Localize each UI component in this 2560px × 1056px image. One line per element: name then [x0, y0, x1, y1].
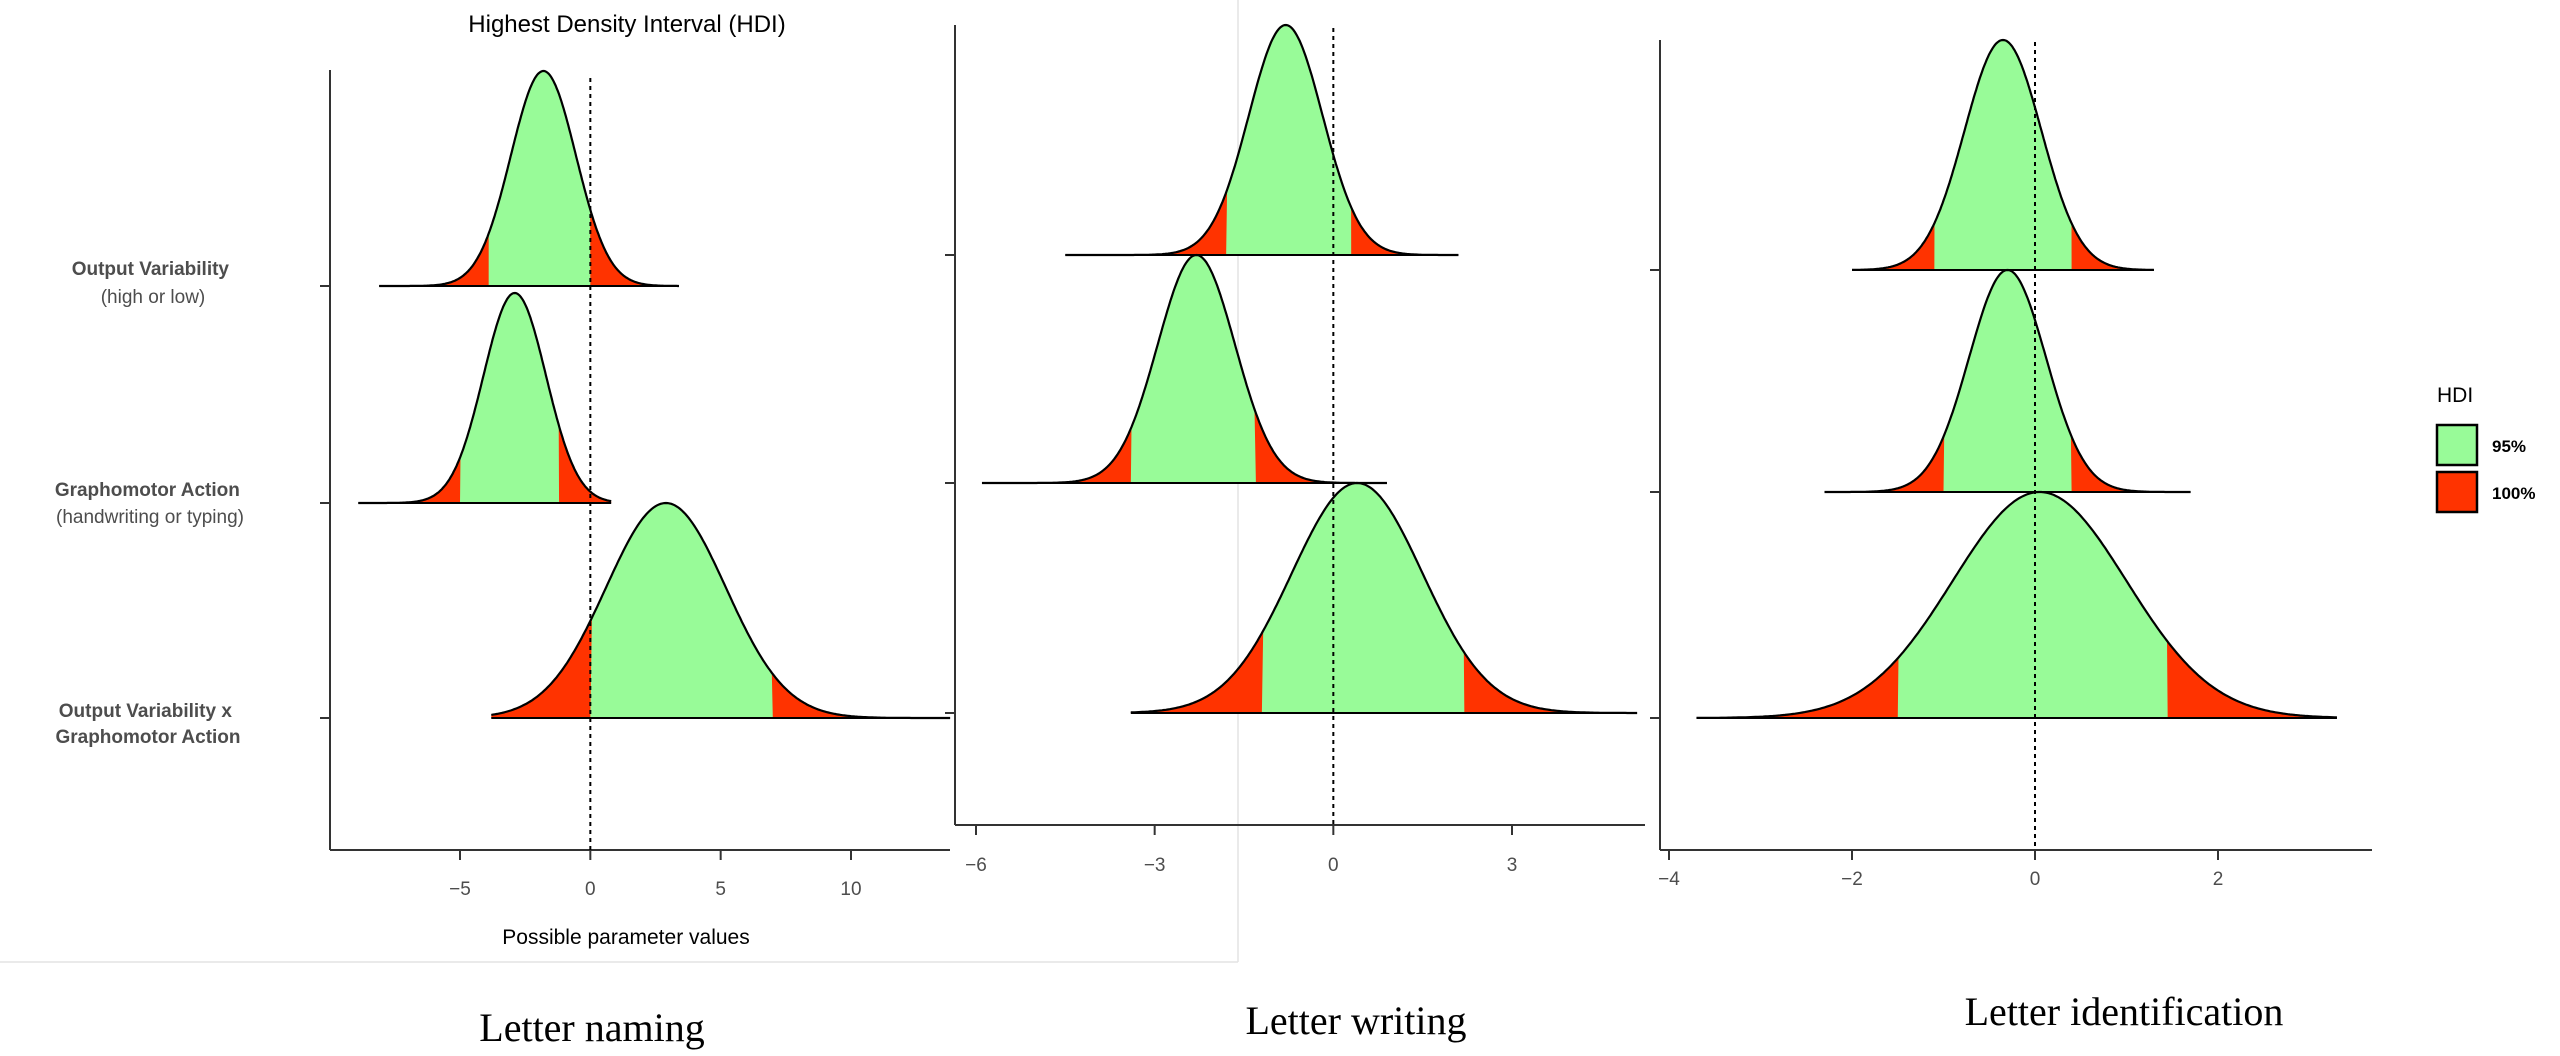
- density-95-2: [590, 503, 773, 718]
- panel-2: −4 −2 0 2: [1650, 38, 2372, 890]
- x-tick-label-1: −2: [1841, 869, 1863, 890]
- x-tick-label-2: 5: [715, 879, 726, 900]
- density-95-2: [1897, 492, 2168, 718]
- plot-title: Highest Density Interval (HDI): [468, 11, 785, 38]
- density-95-0: [1226, 25, 1352, 255]
- density-outline-0: [1852, 38, 2154, 271]
- x-tick-label-0: −5: [449, 879, 471, 900]
- density-95-1: [1943, 270, 2072, 492]
- density-outline-1: [1824, 268, 2191, 494]
- y-label-graphomotor-action-line1: Graphomotor Action: [55, 480, 240, 501]
- y-label-graphomotor-action-line2: (handwriting or typing): [56, 507, 244, 528]
- y-label-interaction: Output Variability x Graphomotor Action: [55, 701, 240, 748]
- x-tick-label-0: −6: [965, 855, 987, 876]
- x-tick-label-3: 3: [1507, 855, 1518, 876]
- x-axis-title: Possible parameter values: [502, 926, 749, 949]
- x-tick-label-1: −3: [1144, 855, 1166, 876]
- legend-swatch-95: [2435, 423, 2479, 467]
- x-tick-label-3: 10: [840, 879, 861, 900]
- panel-0: −5 0 5 10: [320, 69, 951, 900]
- y-label-graphomotor-action: Graphomotor Action (handwriting or typin…: [55, 480, 245, 528]
- y-label-interaction-line2: Graphomotor Action: [55, 727, 240, 748]
- x-tick-label-1: 0: [585, 879, 596, 900]
- x-tick-label-2: 0: [2030, 869, 2041, 890]
- y-label-interaction-line1: Output Variability x: [59, 701, 233, 722]
- density-95-1: [460, 293, 560, 503]
- legend: HDI 95% 100%: [2435, 384, 2535, 514]
- y-label-output-variability-line2: (high or low): [101, 287, 206, 308]
- caption-letter-writing: Letter writing: [1245, 998, 1466, 1043]
- caption-letter-naming: Letter naming: [479, 1005, 704, 1050]
- density-95-2: [1261, 483, 1465, 713]
- x-tick-label-0: −4: [1658, 869, 1680, 890]
- legend-label-95: 95%: [2492, 437, 2526, 456]
- legend-label-100: 100%: [2492, 484, 2535, 503]
- density-outline-2: [1130, 481, 1638, 715]
- legend-title: HDI: [2437, 384, 2473, 407]
- density-95-0: [488, 71, 591, 286]
- panels: −5 0 5 10 −6 −3 0 3 −4 −2 0 2: [320, 23, 2372, 900]
- y-label-output-variability: Output Variability (high or low): [72, 259, 235, 308]
- caption-letter-identification: Letter identification: [1965, 989, 2284, 1034]
- legend-swatch-100: [2435, 470, 2479, 514]
- density-outline-2: [1696, 490, 2337, 719]
- density-95-0: [1934, 40, 2072, 270]
- y-category-labels: Output Variability (high or low) Graphom…: [55, 259, 245, 748]
- x-tick-label-2: 0: [1328, 855, 1339, 876]
- x-tick-label-3: 2: [2213, 869, 2224, 890]
- density-95-1: [1130, 255, 1256, 483]
- y-label-output-variability-line1: Output Variability: [72, 259, 230, 280]
- panel-1: −6 −3 0 3: [945, 23, 1645, 876]
